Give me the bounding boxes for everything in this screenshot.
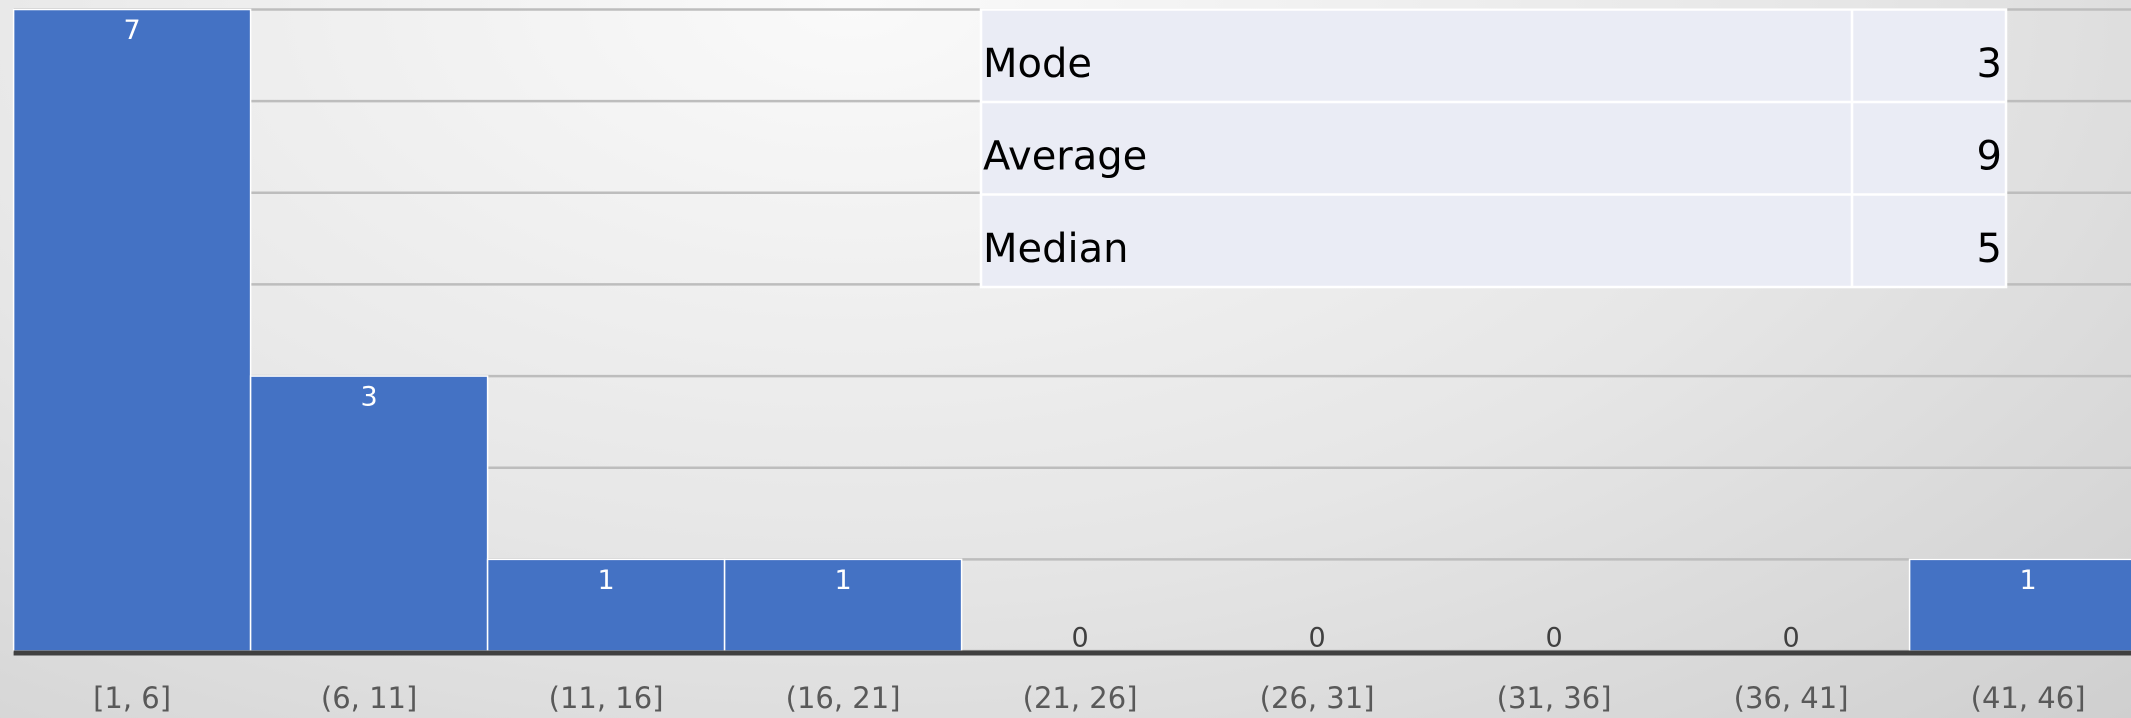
- data-label: 1: [598, 565, 615, 596]
- x-tick-label: (6, 11]: [321, 681, 417, 715]
- x-tick-label: (31, 36]: [1497, 681, 1612, 715]
- table-value: 9: [1977, 133, 2002, 179]
- table-frame: [979, 8, 2008, 289]
- stats-table: [981, 9, 2006, 287]
- table-value: 5: [1977, 226, 2002, 272]
- table-label: Average: [983, 133, 1147, 179]
- x-tick-label: (26, 31]: [1260, 681, 1375, 715]
- x-tick-label: (11, 16]: [549, 681, 664, 715]
- data-label: 7: [124, 15, 141, 46]
- data-label: 0: [1783, 623, 1800, 654]
- bar: [723, 558, 963, 652]
- data-label: 1: [2020, 565, 2037, 596]
- table-label: Mode: [983, 41, 1092, 87]
- bar: [12, 8, 252, 652]
- bar: [486, 558, 726, 652]
- data-label: 0: [1309, 623, 1326, 654]
- x-tick-label: (36, 41]: [1734, 681, 1849, 715]
- data-label: 0: [1072, 623, 1089, 654]
- table-value: 3: [1977, 41, 2002, 87]
- x-tick-label: (41, 46]: [1971, 681, 2086, 715]
- data-label: 3: [361, 382, 378, 413]
- bar: [249, 375, 489, 652]
- data-label: 1: [835, 565, 852, 596]
- table-label: Median: [983, 226, 1129, 272]
- bar: [1908, 558, 2131, 652]
- x-tick-label: [1, 6]: [93, 681, 171, 715]
- data-label: 0: [1546, 623, 1563, 654]
- x-tick-label: (16, 21]: [786, 681, 901, 715]
- x-tick-label: (21, 26]: [1023, 681, 1138, 715]
